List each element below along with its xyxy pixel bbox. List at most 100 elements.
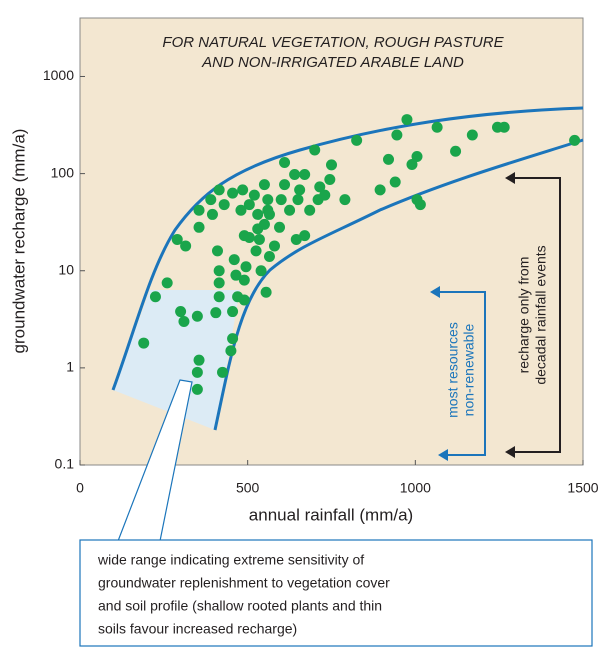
y-tick-label: 10: [58, 261, 74, 277]
point: [205, 194, 217, 206]
point: [191, 383, 203, 395]
arrowhead: [430, 286, 440, 298]
point: [258, 179, 270, 191]
point: [238, 274, 250, 286]
point: [406, 159, 418, 171]
point: [275, 194, 287, 206]
point: [263, 208, 275, 220]
point: [294, 184, 306, 196]
point: [213, 277, 225, 289]
point: [253, 233, 265, 245]
annotation: non-renewable: [461, 323, 477, 416]
point: [243, 199, 255, 211]
point: [279, 157, 291, 169]
point: [326, 159, 337, 171]
point: [225, 345, 237, 357]
point: [240, 261, 252, 273]
point: [175, 306, 187, 318]
point: [193, 204, 205, 216]
point: [217, 366, 229, 378]
x-tick-label: 0: [76, 480, 84, 496]
point: [213, 265, 225, 277]
point: [149, 291, 161, 303]
callout-text: soils favour increased recharge): [98, 621, 297, 637]
point: [324, 173, 336, 185]
point: [411, 151, 423, 163]
point: [569, 134, 581, 146]
point: [268, 240, 280, 252]
point: [258, 218, 270, 230]
point: [450, 145, 462, 157]
point: [230, 269, 242, 281]
point: [161, 277, 173, 289]
point: [218, 199, 230, 211]
arrowhead: [438, 449, 448, 461]
point: [383, 153, 395, 165]
y-axis-label: groundwater recharge (mm/a): [9, 129, 28, 354]
point: [193, 354, 205, 366]
point: [391, 129, 403, 141]
point: [339, 194, 351, 206]
point: [237, 184, 249, 196]
point: [263, 251, 275, 263]
point: [299, 230, 311, 242]
point: [250, 245, 262, 257]
callout-box: [79, 539, 593, 647]
upper-envelope: [111, 106, 584, 391]
point: [292, 194, 304, 206]
point: [138, 337, 150, 349]
point: [374, 184, 386, 196]
point: [466, 129, 478, 141]
point: [274, 221, 286, 233]
blue-arrow: [437, 291, 486, 456]
point: [235, 204, 247, 216]
point: [180, 240, 192, 252]
point: [351, 134, 363, 146]
point: [171, 233, 183, 245]
point: [498, 121, 510, 133]
black-arrow: [512, 177, 561, 453]
point: [213, 184, 225, 196]
x-tick-label: 500: [236, 480, 260, 496]
point: [211, 245, 223, 257]
point: [227, 306, 239, 318]
point: [309, 144, 321, 156]
chart-title: FOR NATURAL VEGETATION, ROUGH PASTURE: [162, 34, 504, 51]
point: [414, 199, 426, 211]
point: [279, 179, 291, 191]
point: [178, 316, 190, 328]
point: [314, 181, 326, 193]
point: [299, 168, 311, 180]
annotation: recharge only from: [516, 257, 532, 374]
point: [248, 189, 260, 201]
callout-text: and soil profile (shallow rooted plants …: [98, 598, 382, 614]
point: [260, 286, 272, 298]
point: [389, 176, 401, 188]
point: [193, 221, 205, 233]
y-tick-label: 1: [66, 359, 74, 375]
annotation: most resources: [445, 322, 461, 418]
annotation: decadal rainfall events: [533, 245, 549, 384]
point: [206, 208, 218, 220]
point: [243, 231, 255, 243]
point: [319, 189, 331, 201]
arrowhead: [505, 172, 515, 184]
point: [401, 114, 413, 126]
point: [255, 265, 267, 277]
point: [227, 187, 239, 199]
point: [304, 204, 316, 216]
point: [431, 121, 443, 133]
range-shading: [113, 290, 240, 430]
point: [290, 233, 302, 245]
point: [210, 307, 222, 319]
point: [191, 366, 203, 378]
point: [191, 310, 203, 322]
y-tick-label: 0.1: [55, 456, 75, 472]
callout-text: wide range indicating extreme sensitivit…: [97, 552, 364, 568]
point: [228, 254, 240, 266]
point: [262, 194, 274, 206]
point: [284, 204, 296, 216]
y-tick-label: 1000: [43, 67, 74, 83]
x-tick-label: 1500: [567, 480, 598, 496]
